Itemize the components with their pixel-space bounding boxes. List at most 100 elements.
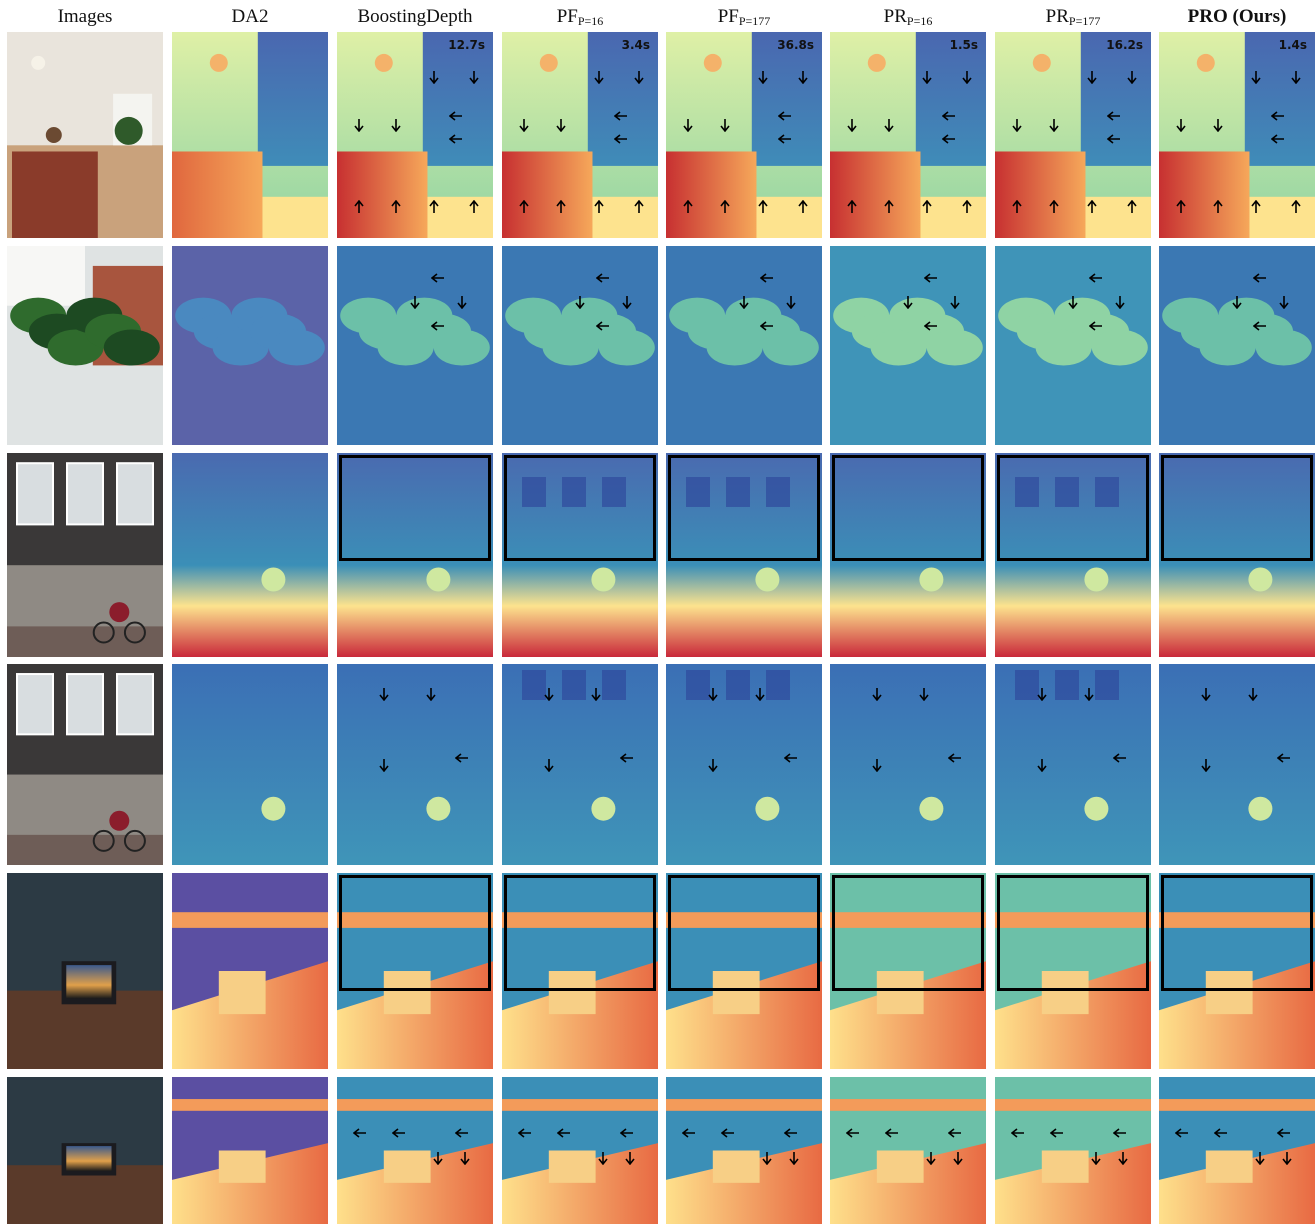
- annotation-arrow-icon: [796, 200, 810, 214]
- annotation-arrow-icon: [920, 200, 934, 214]
- lamp-depth: [703, 53, 722, 72]
- counter-depth: [830, 151, 921, 238]
- bicycle-wheel: [123, 621, 146, 644]
- frame-depth: [337, 1099, 493, 1111]
- depth-map-pf16-building-cyclist-wide: [502, 453, 658, 657]
- highlight-box: [668, 875, 820, 991]
- annotation-arrow-icon: [783, 751, 798, 765]
- leaf-depth: [268, 329, 325, 366]
- column-header-images: Images: [7, 4, 163, 30]
- annotation-arrow-icon: [845, 200, 859, 214]
- annotation-arrow-icon: [885, 1126, 899, 1140]
- highlight-box: [997, 455, 1149, 561]
- window-artifact-depth: [522, 477, 546, 507]
- depth-map-pro-kitchen-interior: 1.4s: [1159, 32, 1315, 238]
- depth-map-pf16-monstera-plant: [502, 246, 658, 445]
- depth-map-da2-building-cyclist-wide: [172, 453, 328, 657]
- depth-map-pr16-building-cyclist-close: [830, 664, 986, 865]
- annotation-arrow-icon: [431, 319, 445, 333]
- far-wall-depth: [915, 32, 986, 166]
- frame-depth: [830, 1099, 986, 1111]
- cyclist-depth: [1248, 567, 1273, 592]
- leaf-depth: [433, 329, 490, 366]
- annotation-arrow-icon: [721, 1126, 735, 1140]
- laptop-depth: [876, 971, 924, 1015]
- frame-depth: [502, 1099, 658, 1111]
- depth-image: [666, 873, 822, 1069]
- depth-map-da2-desk-laptop-close: [172, 1077, 328, 1224]
- laptop-depth: [1205, 1150, 1253, 1183]
- lamp-depth: [1032, 53, 1051, 72]
- column-header-label: PR: [1045, 6, 1069, 27]
- cyclist-depth: [591, 796, 616, 821]
- depth-map-pr177-kitchen-interior: 16.2s: [995, 32, 1151, 238]
- annotation-arrow-icon: [1010, 200, 1024, 214]
- annotation-arrow-icon: [431, 271, 445, 285]
- annotation-arrow-icon: [1230, 295, 1244, 309]
- window-artifact-depth: [1055, 670, 1079, 700]
- depth-image: [666, 1077, 822, 1224]
- annotation-arrow-icon: [718, 200, 732, 214]
- cyclist-depth: [919, 796, 944, 821]
- depth-image: [995, 246, 1151, 445]
- counter-depth: [995, 151, 1086, 238]
- depth-map-pr16-monstera-plant: [830, 246, 986, 445]
- floor-depth: [592, 196, 658, 238]
- window: [66, 462, 104, 526]
- annotation-arrow-icon: [783, 1126, 798, 1140]
- annotation-arrow-icon: [424, 687, 438, 702]
- annotation-arrow-icon: [353, 1126, 367, 1140]
- annotation-arrow-icon: [941, 132, 956, 146]
- annotation-arrow-icon: [760, 1151, 774, 1165]
- photo-image: [7, 246, 163, 445]
- runtime-label: 16.2s: [1106, 38, 1143, 52]
- depth-map-da2-kitchen-interior: [172, 32, 328, 238]
- annotation-arrow-icon: [760, 271, 774, 285]
- column-header-label: PF: [556, 6, 578, 27]
- column-header-subscript: P=16: [577, 14, 604, 28]
- annotation-arrow-icon: [1089, 1151, 1103, 1165]
- desk-depth: [666, 1143, 822, 1224]
- counter-depth: [337, 151, 428, 238]
- window-artifact-depth: [766, 670, 790, 700]
- laptop-depth: [218, 971, 266, 1015]
- depth-map-pro-building-cyclist-close: [1159, 664, 1315, 865]
- annotation-arrow-icon: [554, 118, 568, 132]
- depth-image: [666, 32, 822, 238]
- annotation-arrow-icon: [389, 118, 403, 132]
- leaf-depth: [926, 329, 983, 366]
- column-header-label: Images: [57, 6, 113, 27]
- depth-image: [502, 32, 658, 238]
- frame-depth: [995, 1099, 1151, 1111]
- laptop-depth: [548, 1150, 596, 1183]
- annotation-arrow-icon: [1125, 70, 1139, 85]
- leaf-depth: [1091, 329, 1148, 366]
- frame-depth: [172, 1099, 328, 1111]
- column-header-subscript: P=16: [906, 14, 933, 28]
- annotation-arrow-icon: [882, 118, 896, 132]
- laptop-depth: [712, 971, 760, 1015]
- annotation-arrow-icon: [1112, 751, 1127, 765]
- depth-map-pf16-building-cyclist-close: [502, 664, 658, 865]
- annotation-arrow-icon: [427, 70, 441, 85]
- highlight-box: [997, 875, 1149, 991]
- depth-image: [502, 664, 658, 865]
- depth-image: [172, 453, 328, 657]
- bicycle-wheel: [92, 621, 115, 644]
- depth-map-boosting-building-cyclist-close: [337, 664, 493, 865]
- depth-image: [172, 32, 328, 238]
- column-header-label: DA2: [231, 6, 269, 27]
- window-artifact-depth: [686, 477, 710, 507]
- annotation-arrow-icon: [613, 109, 628, 123]
- annotation-arrow-icon: [1112, 1126, 1127, 1140]
- depth-image: [830, 453, 986, 657]
- window: [16, 462, 54, 526]
- annotation-arrow-icon: [1174, 200, 1188, 214]
- annotation-arrow-icon: [924, 1151, 938, 1165]
- highlight-box: [339, 455, 491, 561]
- photo-image: [7, 453, 163, 657]
- annotation-arrow-icon: [1089, 271, 1103, 285]
- depth-image: [830, 32, 986, 238]
- annotation-arrow-icon: [947, 1126, 962, 1140]
- annotation-arrow-icon: [448, 109, 463, 123]
